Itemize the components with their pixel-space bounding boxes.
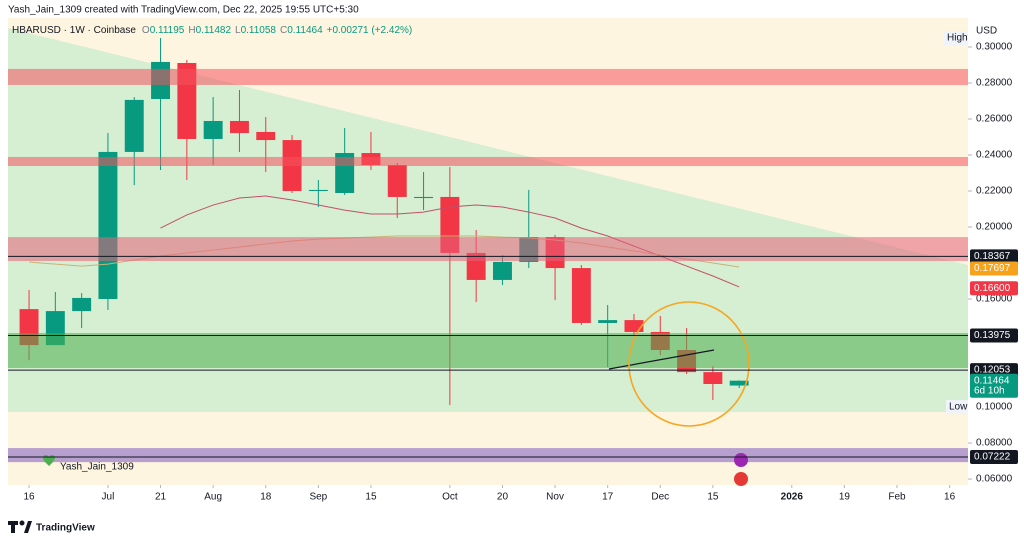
level-label: 0.07222 [974,452,1011,463]
high-marker-text: High [947,33,968,44]
y-tick-label: 0.24000 [976,150,1013,161]
x-tick-label: 20 [497,492,509,503]
level-badge [970,281,1018,296]
high-marker-box [944,30,968,45]
y-tick-label: 0.06000 [976,474,1013,485]
candle-body [571,268,591,323]
candle-body [72,297,92,312]
zone [8,237,968,262]
x-tick-label: Oct [442,492,458,503]
y-tick-label: 0.16000 [976,294,1013,305]
highlight-circle [628,301,750,427]
x-tick-label: Dec [651,492,669,503]
logo-part [19,520,25,526]
heart-icon [43,455,55,466]
trend-line [608,349,715,370]
low-marker-box [946,400,968,415]
l-value: 0.11058 [241,25,277,36]
brand: TradingView [36,523,95,534]
candle-body [124,99,144,152]
level-badge [970,328,1018,343]
candle-body [308,189,328,192]
watermark: Yash_Jain_1309 [60,462,134,473]
flag-icon [734,472,748,486]
level-label: 0.13975 [974,330,1011,341]
c-label: C [280,25,287,36]
level-badge [970,450,1018,465]
candle-body [256,131,276,141]
symbol: HBARUSD · 1W · Coinbase [12,25,136,36]
y-tick-label: 0.20000 [976,222,1013,233]
x-tick-label: Jul [102,492,115,503]
y-tick-label: 0.26000 [976,114,1013,125]
y-tick-label: 0.08000 [976,438,1013,449]
y-tick-label: 0.28000 [976,78,1013,89]
l-label: L [235,25,241,36]
candle-body [703,372,723,385]
x-tick-label: Sep [309,492,327,503]
level-badge [970,261,1018,276]
x-tick-label: 19 [839,492,851,503]
y-tick-label: 0.30000 [976,42,1013,53]
candle-body [598,320,618,323]
candle-body [492,261,512,280]
currency: USD [976,26,997,37]
change: +0.00271 (+2.42%) [327,25,413,36]
x-tick-label: 16 [23,492,35,503]
o-label: O [142,25,150,36]
x-tick-label: 2026 [781,492,804,503]
x-tick-label: Aug [204,492,222,503]
overlay-layer [8,68,968,463]
logo-part [11,521,15,533]
credit: Yash_Jain_1309 created with TradingView.… [8,5,359,16]
c-value: 0.11464 [287,25,323,36]
level-badge [970,249,1018,264]
x-tick-label: 15 [707,492,719,503]
time-axis [0,485,968,507]
level-badge [970,363,1018,378]
h-label: H [188,25,195,36]
x-tick-label: 21 [155,492,167,503]
logo-part [24,521,32,533]
event-icon [734,453,748,467]
zone [8,333,968,368]
last-price-label: 0.11464 [974,375,1010,386]
level-label: 0.17697 [974,263,1011,274]
level-label: 0.16600 [974,283,1011,294]
legend: HBARUSD · 1W · Coinbase O0.11195 H0.11482 L… [12,25,412,36]
x-tick-label: 18 [260,492,272,503]
low-marker-label: 0.10000 [976,402,1013,413]
candle-body [414,196,434,199]
x-tick-label: 15 [365,492,377,503]
y-tick-label: 0.22000 [976,186,1013,197]
candle-body [203,120,223,139]
level-label: 0.18367 [974,251,1011,262]
last-price-badge [970,373,1018,398]
candle-body [229,120,249,134]
candle-body [98,151,118,300]
zone [8,68,968,85]
candle-body [387,165,407,197]
level-label: 0.12053 [974,365,1011,376]
x-tick-label: 16 [944,492,956,503]
zone [8,448,968,463]
x-tick-label: Feb [888,492,906,503]
candle-body [729,380,749,386]
o-value: 0.11195 [150,25,185,36]
h-value: 0.11482 [196,25,232,36]
x-tick-label: 17 [602,492,614,503]
last-price-countdown: 6d 10h [974,385,1005,396]
zone [8,156,968,166]
x-tick-label: Nov [546,492,564,503]
low-marker-text: Low [949,402,968,413]
candle-body [624,320,644,332]
brand-logo [8,520,32,533]
